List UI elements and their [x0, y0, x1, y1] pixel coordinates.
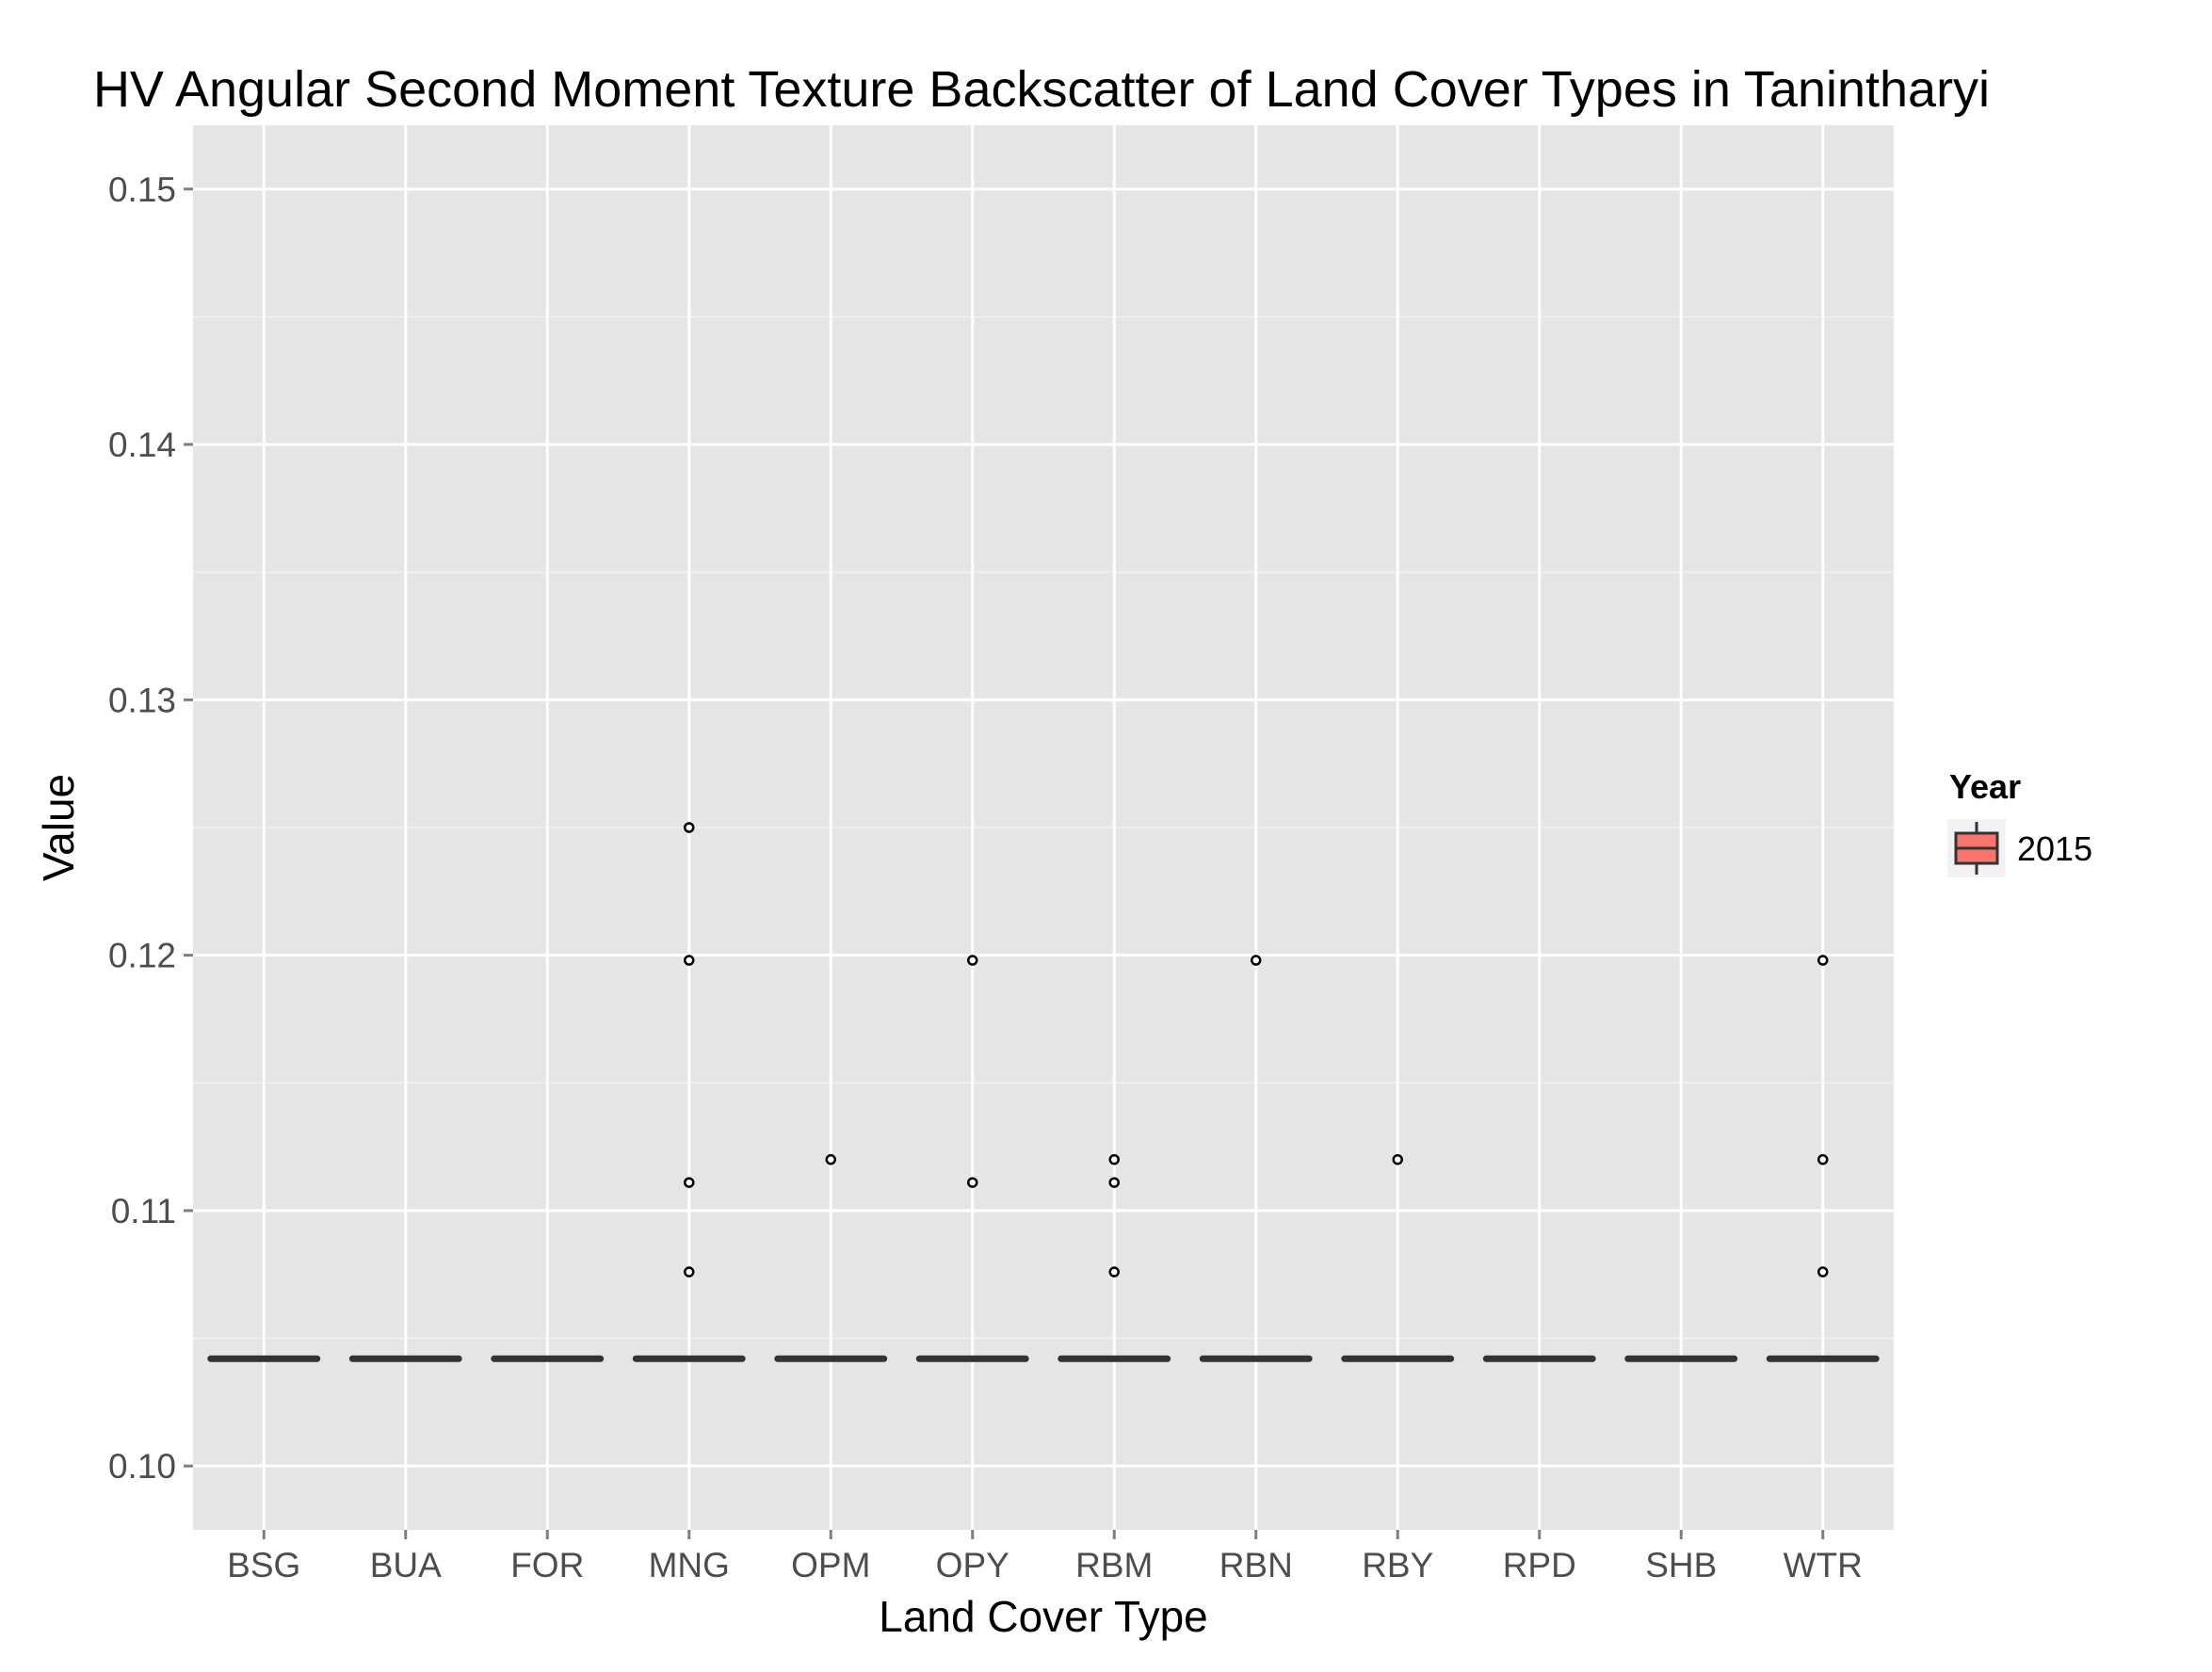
x-tick-label: BUA	[370, 1546, 442, 1584]
x-tick-label: WTR	[1784, 1546, 1863, 1584]
x-tick-label: OPY	[936, 1546, 1009, 1584]
outlier-point	[1251, 955, 1262, 966]
x-axis-title: Land Cover Type	[879, 1592, 1208, 1641]
chart-title: HV Angular Second Moment Texture Backsca…	[93, 61, 1990, 118]
x-tick-label: SHB	[1645, 1546, 1717, 1584]
outlier-point	[825, 1153, 836, 1166]
x-tick-label: RBM	[1075, 1546, 1153, 1584]
x-tick-label: RBN	[1219, 1546, 1293, 1584]
outlier-point	[684, 955, 695, 966]
outlier-point	[1817, 1153, 1829, 1166]
y-axis-title: Value	[34, 774, 83, 881]
y-tick-label: 0.14	[108, 426, 176, 464]
outlier-point	[1817, 955, 1829, 966]
outliers	[684, 822, 1829, 1278]
x-tick-label: OPM	[791, 1546, 870, 1584]
outlier-point	[684, 1177, 695, 1188]
outlier-point	[967, 1177, 978, 1188]
outlier-point	[684, 822, 695, 833]
outlier-point	[1392, 1153, 1403, 1166]
x-tick-label: RPD	[1503, 1546, 1576, 1584]
legend-label: 2015	[2017, 829, 2092, 868]
legend: Year 2015	[1947, 767, 2092, 877]
legend-entries: 2015	[1947, 819, 2092, 877]
y-tick-label: 0.11	[111, 1192, 176, 1230]
legend-title: Year	[1949, 767, 2021, 806]
outlier-point	[684, 1266, 695, 1278]
x-tick-label: BSG	[227, 1546, 300, 1584]
x-tick-label: FOR	[510, 1546, 584, 1584]
x-tick-label: RBY	[1362, 1546, 1433, 1584]
grid-major	[193, 125, 1894, 1530]
x-tick-label: MNG	[649, 1546, 730, 1584]
outlier-point	[1108, 1177, 1120, 1188]
outlier-point	[967, 955, 978, 966]
grid-minor	[193, 315, 1894, 1340]
y-tick-label: 0.13	[108, 681, 176, 719]
x-axis: BSG BUA FOR MNG OPM OPY RBM RBN RBY RPD SHB WTR	[227, 1530, 1863, 1584]
y-tick-label: 0.12	[108, 937, 176, 975]
y-tick-label: 0.10	[108, 1447, 176, 1486]
outlier-point	[1108, 1266, 1120, 1278]
y-tick-label: 0.15	[108, 170, 176, 209]
y-axis: 0.10 0.11 0.12 0.13 0.14 0.15	[108, 170, 193, 1486]
outlier-point	[1817, 1266, 1829, 1278]
outlier-point	[1108, 1153, 1120, 1166]
